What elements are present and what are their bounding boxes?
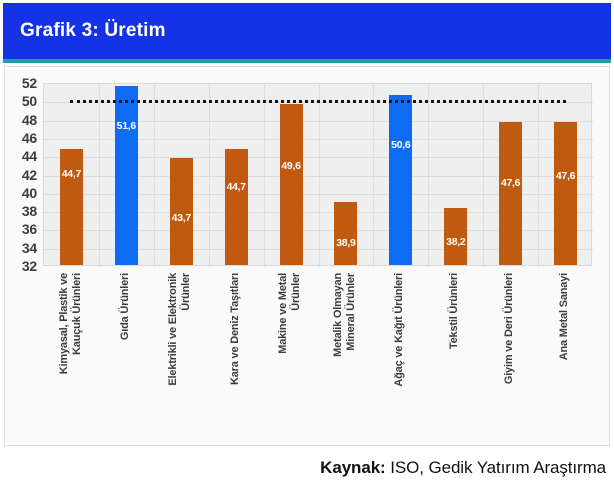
- bar-value-label: 43,7: [171, 211, 192, 224]
- y-axis-tick-label: 48: [21, 111, 37, 128]
- y-axis-tick-label: 42: [21, 166, 37, 183]
- bar-value-label: 51,6: [116, 120, 137, 133]
- bar-value-label: 44,7: [226, 181, 247, 193]
- y-axis-tick-label: 50: [21, 93, 37, 110]
- category-label: Makine ve Metal Ürünler: [277, 273, 302, 354]
- gridline-vertical: [373, 84, 375, 267]
- bar-2: 51,6: [114, 85, 138, 265]
- bar-value-label: 38,2: [446, 236, 466, 249]
- chart-frame: 44,7 51,6 43,7 44,7 49,6 38,9 50,6 38,2 47,6 47,6…: [4, 66, 610, 446]
- bar-6: 38,9: [334, 201, 358, 265]
- category-label: Gıda Ürünleri: [118, 273, 131, 341]
- source-label: Kaynak:: [320, 458, 386, 477]
- accent-divider-line: [3, 59, 611, 63]
- y-axis-tick-label: 44: [21, 148, 37, 165]
- bar-9: 47,6: [499, 122, 523, 265]
- gridline-vertical: [483, 84, 485, 267]
- gridline-vertical: [318, 84, 320, 267]
- gridline-vertical: [263, 84, 265, 267]
- category-label: Ana Metal Sanayi: [558, 273, 570, 361]
- y-axis-tick-label: 46: [21, 129, 37, 146]
- plot-area: 44,7 51,6 43,7 44,7 49,6 38,9 50,6 38,2 47,6 47,6: [43, 83, 593, 267]
- bar-4: 44,7: [224, 148, 248, 265]
- bar-value-label: 49,6: [281, 160, 301, 173]
- chart-title: Grafik 3: Üretim: [20, 20, 166, 41]
- bar-value-label: 47,6: [500, 177, 521, 190]
- bar-3: 43,7: [169, 157, 193, 265]
- y-axis-tick-label: 34: [21, 239, 37, 256]
- gridline-vertical: [98, 84, 100, 267]
- chart-title-bar: Grafik 3: Üretim: [3, 3, 611, 59]
- category-label: Metalik Olmayan Mineral Ürünler: [331, 273, 357, 357]
- y-axis-tick-label: 32: [21, 258, 37, 274]
- bar-value-label: 50,6: [391, 139, 411, 152]
- bar-value-label: 47,6: [555, 170, 576, 183]
- gridline-vertical: [208, 84, 210, 267]
- y-axis-tick-label: 38: [21, 203, 37, 220]
- y-axis-tick-label: 52: [21, 75, 37, 91]
- category-label: Kimyasal, Plastik ve Kauçuk Ürünleri: [57, 273, 83, 375]
- y-axis-tick-label: 36: [21, 221, 37, 238]
- category-label: Kara ve Deniz Taşıtları: [228, 273, 241, 385]
- gridline-vertical: [428, 84, 430, 267]
- bar-5: 49,6: [279, 104, 303, 265]
- bar-value-label: 38,9: [336, 237, 356, 250]
- category-label: Elektrikli ve Elektronik Ürünler: [167, 273, 193, 386]
- bar-8: 38,2: [444, 208, 468, 265]
- bar-7: 50,6: [389, 94, 413, 265]
- gridline-vertical: [538, 84, 540, 267]
- source-attribution: Kaynak: ISO, Gedik Yatırım Araştırma: [0, 458, 606, 478]
- bar-value-label: 44,7: [61, 168, 82, 181]
- category-label: Ağaç ve Kağıt Ürünleri: [393, 273, 406, 387]
- category-label: Giyim ve Deri Ürünleri: [503, 273, 516, 385]
- reference-dotted-line: [69, 99, 566, 103]
- category-label: Tekstil Ürünleri: [448, 273, 461, 350]
- gridline-vertical: [153, 84, 155, 267]
- bar-1: 44,7: [59, 148, 83, 265]
- bar-10: 47,6: [554, 122, 577, 265]
- source-text: ISO, Gedik Yatırım Araştırma: [385, 458, 606, 477]
- y-axis-tick-label: 40: [21, 184, 37, 201]
